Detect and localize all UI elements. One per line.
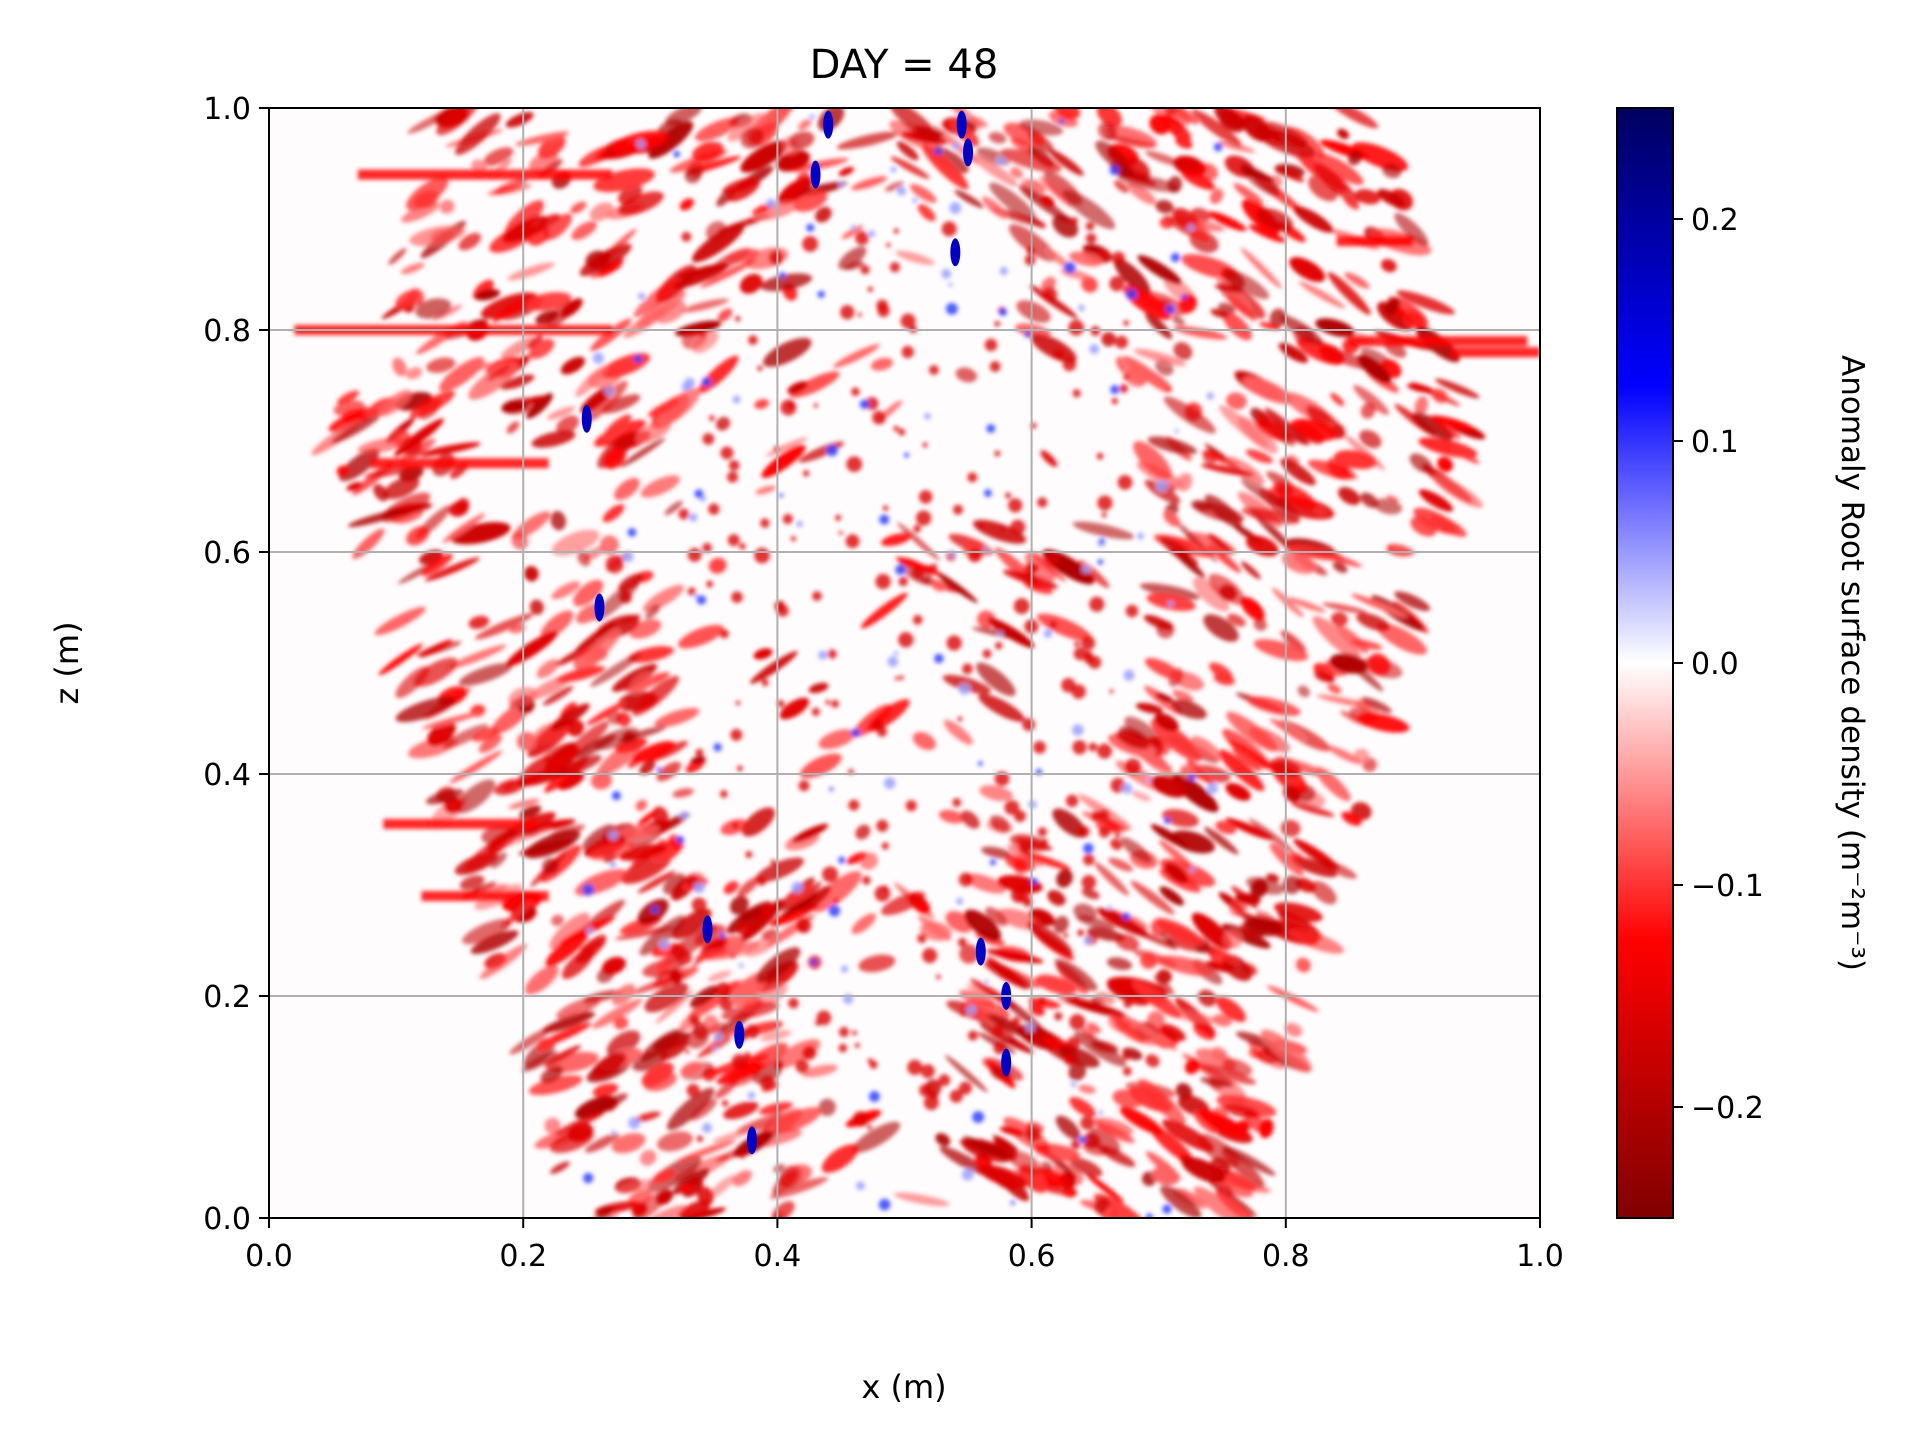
y-tick-label: 0.6 [203,536,251,571]
colorbar-tick-label: −0.2 [1691,1091,1764,1126]
y-axis: 0.0 0.2 0.4 0.6 0.8 1.0 [203,92,269,1237]
colorbar-tick-label: −0.1 [1691,869,1764,904]
chart-title: DAY = 48 [810,42,999,88]
colorbar-tick-label: 0.0 [1691,647,1739,682]
x-tick-label: 0.0 [245,1239,293,1274]
y-tick-label: 1.0 [203,92,251,127]
x-tick-label: 0.2 [499,1239,547,1274]
x-tick-label: 0.4 [754,1239,802,1274]
colorbar [1616,107,1674,1219]
heatmap [294,108,1540,1218]
x-tick-label: 1.0 [1516,1239,1564,1274]
x-tick-label: 0.8 [1262,1239,1310,1274]
colorbar-tick-label: 0.1 [1691,425,1739,460]
y-tick-label: 0.0 [203,1202,251,1237]
y-tick-label: 0.2 [203,980,251,1015]
x-tick-label: 0.6 [1008,1239,1056,1274]
y-tick-label: 0.8 [203,314,251,349]
y-axis-label: z (m) [48,621,86,704]
x-axis-label: x (m) [861,1368,946,1406]
colorbar-axis: −0.2 −0.1 0.0 0.1 0.2 [1673,203,1764,1126]
colorbar-tick-label: 0.2 [1691,203,1739,238]
x-axis: 0.0 0.2 0.4 0.6 0.8 1.0 [245,1218,1564,1274]
y-tick-label: 0.4 [203,758,251,793]
plot-frame [268,107,1541,1219]
colorbar-label: Anomaly Root surface density (m⁻²m⁻³) [1834,355,1870,971]
